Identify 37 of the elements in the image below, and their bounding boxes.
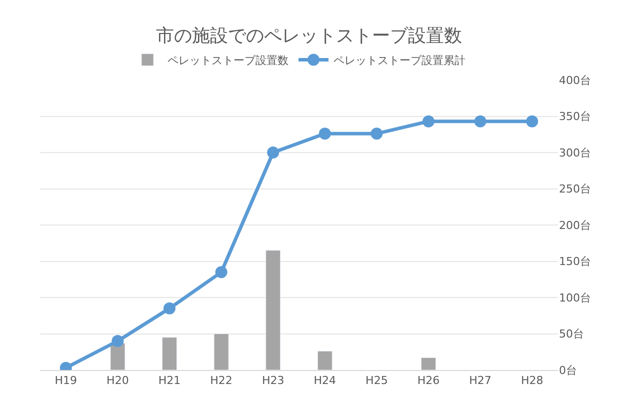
bar — [214, 334, 229, 370]
x-tick-label: H28 — [520, 374, 544, 388]
bar — [266, 250, 281, 370]
x-tick-label: H23 — [262, 374, 284, 388]
point — [318, 128, 331, 140]
bar — [110, 342, 126, 370]
legend-label: ペレットストーブ設置数 — [168, 54, 288, 67]
point — [526, 115, 538, 128]
x-tick-label: H24 — [314, 374, 336, 388]
x-tick-label: H22 — [210, 374, 232, 388]
bar — [162, 337, 177, 370]
y-tick-label: 350台 — [559, 110, 591, 124]
x-tick-label: H26 — [417, 374, 440, 388]
y-tick-label: 300台 — [559, 146, 591, 160]
x-tick-label: H21 — [158, 374, 181, 388]
x-tick-label: H27 — [469, 374, 492, 388]
y-tick-label: 400台 — [559, 74, 591, 87]
point — [474, 115, 486, 128]
y-tick-label: 150台 — [559, 255, 591, 268]
y-tick-label: 50台 — [559, 328, 584, 341]
point — [215, 266, 228, 278]
x-tick-label: H25 — [366, 374, 388, 388]
point — [370, 128, 383, 140]
point — [112, 335, 124, 347]
y-tick-label: 250台 — [559, 182, 591, 196]
legend-label: ペレットストーブ設置累計 — [334, 54, 466, 67]
bar — [421, 357, 436, 370]
point — [267, 146, 280, 158]
y-tick-label: 100台 — [559, 291, 591, 304]
bar — [317, 350, 332, 370]
y-tick-label: 200台 — [559, 218, 591, 232]
y-tick-label: 0台 — [559, 364, 577, 377]
x-tick-label: H19 — [54, 374, 78, 388]
x-tick-label: H20 — [106, 374, 129, 388]
point — [164, 302, 176, 314]
point — [422, 115, 434, 128]
chart-title: 市の施設でのペレットストーブ設置数 — [156, 25, 462, 46]
